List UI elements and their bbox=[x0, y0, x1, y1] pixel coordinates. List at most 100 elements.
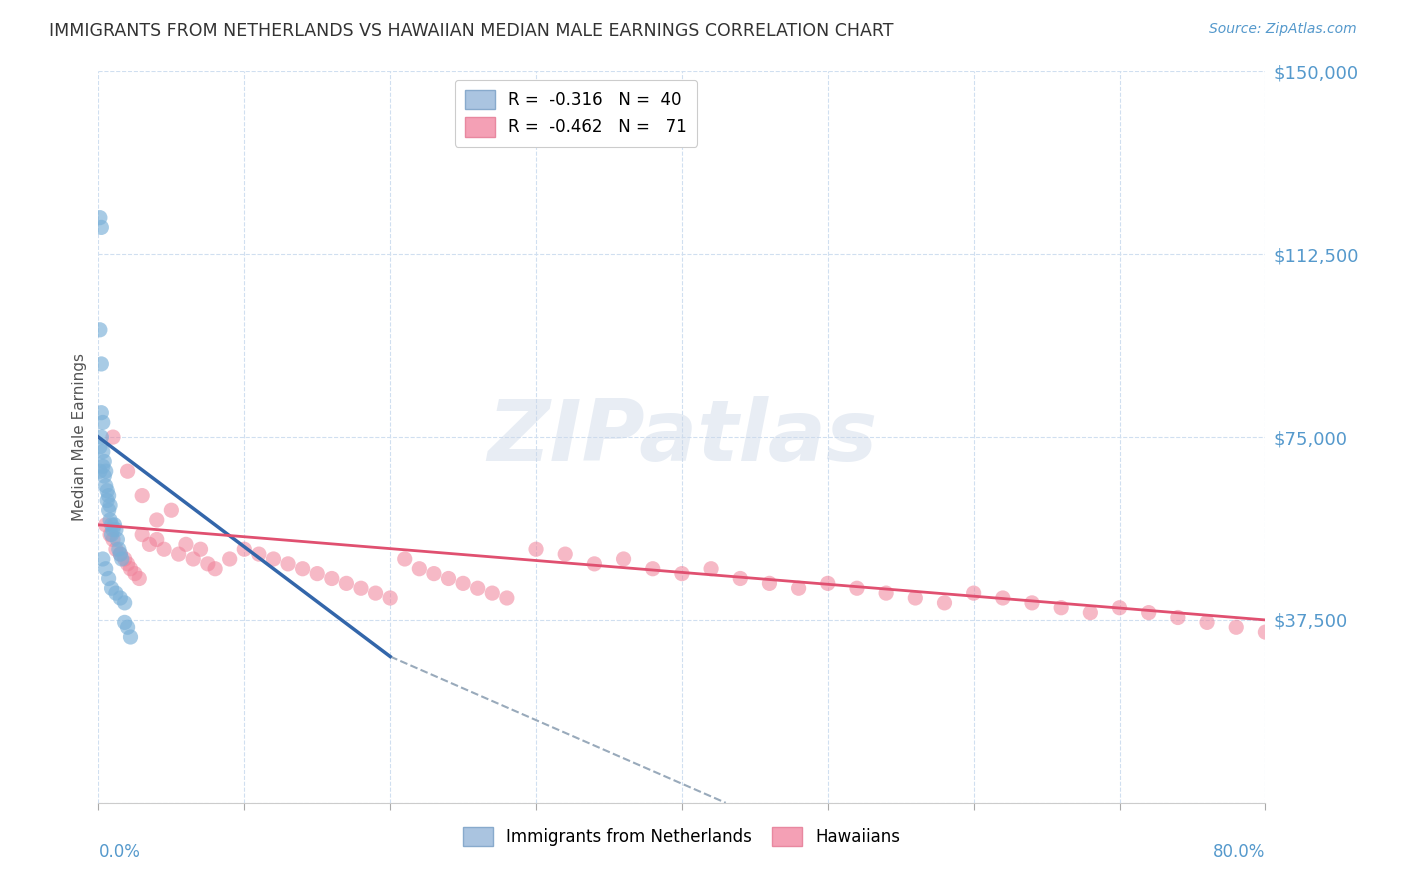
Point bbox=[1050, 600, 1073, 615]
Point bbox=[117, 620, 139, 634]
Point bbox=[190, 542, 212, 557]
Point bbox=[204, 562, 226, 576]
Point bbox=[105, 533, 128, 547]
Point bbox=[104, 542, 127, 557]
Point bbox=[262, 552, 284, 566]
Point bbox=[98, 513, 121, 527]
Point bbox=[1108, 600, 1130, 615]
Point bbox=[380, 591, 402, 605]
Point bbox=[321, 572, 343, 586]
Point bbox=[408, 562, 430, 576]
Point bbox=[875, 586, 897, 600]
Y-axis label: Median Male Earnings: Median Male Earnings bbox=[72, 353, 87, 521]
Point bbox=[101, 430, 124, 444]
Point bbox=[90, 357, 112, 371]
Point bbox=[730, 572, 752, 586]
Point bbox=[114, 615, 136, 630]
Point bbox=[108, 542, 131, 557]
Point bbox=[120, 562, 142, 576]
Point bbox=[97, 503, 120, 517]
Point bbox=[846, 581, 869, 595]
Text: 0.0%: 0.0% bbox=[98, 843, 141, 861]
Point bbox=[110, 547, 132, 561]
Legend: Immigrants from Netherlands, Hawaiians: Immigrants from Netherlands, Hawaiians bbox=[457, 821, 907, 853]
Point bbox=[104, 523, 127, 537]
Point bbox=[89, 323, 111, 337]
Point bbox=[90, 430, 112, 444]
Point bbox=[524, 542, 547, 557]
Point bbox=[991, 591, 1014, 605]
Point bbox=[233, 542, 256, 557]
Point bbox=[962, 586, 984, 600]
Point bbox=[787, 581, 810, 595]
Point bbox=[98, 527, 121, 541]
Point bbox=[496, 591, 519, 605]
Point bbox=[1021, 596, 1043, 610]
Point bbox=[451, 576, 474, 591]
Point bbox=[94, 464, 117, 478]
Point bbox=[1137, 606, 1160, 620]
Point bbox=[138, 537, 160, 551]
Point bbox=[114, 552, 136, 566]
Point bbox=[174, 537, 197, 551]
Point bbox=[291, 562, 314, 576]
Point bbox=[554, 547, 576, 561]
Point bbox=[100, 527, 122, 541]
Point bbox=[97, 489, 120, 503]
Text: 80.0%: 80.0% bbox=[1213, 843, 1265, 861]
Point bbox=[104, 586, 127, 600]
Point bbox=[117, 557, 139, 571]
Point bbox=[111, 552, 134, 566]
Point bbox=[307, 566, 329, 581]
Point bbox=[1254, 625, 1277, 640]
Point bbox=[934, 596, 956, 610]
Point bbox=[93, 454, 115, 468]
Point bbox=[100, 517, 122, 532]
Point bbox=[437, 572, 460, 586]
Point bbox=[89, 211, 111, 225]
Point bbox=[110, 591, 132, 605]
Point bbox=[101, 523, 124, 537]
Point bbox=[394, 552, 416, 566]
Point bbox=[612, 552, 634, 566]
Point bbox=[1195, 615, 1218, 630]
Point bbox=[114, 596, 136, 610]
Point bbox=[481, 586, 503, 600]
Point bbox=[124, 566, 146, 581]
Point bbox=[91, 459, 114, 474]
Point bbox=[671, 566, 693, 581]
Point bbox=[96, 493, 118, 508]
Point bbox=[1225, 620, 1247, 634]
Point bbox=[904, 591, 927, 605]
Point bbox=[218, 552, 240, 566]
Point bbox=[247, 547, 270, 561]
Point bbox=[89, 440, 111, 454]
Text: ZIPatlas: ZIPatlas bbox=[486, 395, 877, 479]
Point bbox=[167, 547, 190, 561]
Point bbox=[91, 416, 114, 430]
Point bbox=[98, 499, 121, 513]
Point bbox=[197, 557, 219, 571]
Point bbox=[93, 469, 115, 483]
Point bbox=[641, 562, 664, 576]
Point bbox=[97, 572, 120, 586]
Point bbox=[758, 576, 780, 591]
Point bbox=[96, 483, 118, 498]
Point bbox=[91, 444, 114, 458]
Point bbox=[364, 586, 387, 600]
Point bbox=[101, 533, 124, 547]
Point bbox=[94, 562, 117, 576]
Point bbox=[128, 572, 150, 586]
Point bbox=[1167, 610, 1189, 624]
Point bbox=[700, 562, 723, 576]
Text: Source: ZipAtlas.com: Source: ZipAtlas.com bbox=[1209, 22, 1357, 37]
Point bbox=[120, 630, 142, 644]
Point bbox=[100, 581, 122, 595]
Point bbox=[817, 576, 839, 591]
Point bbox=[117, 464, 139, 478]
Point bbox=[131, 527, 153, 541]
Point bbox=[146, 513, 169, 527]
Point bbox=[1080, 606, 1102, 620]
Point bbox=[103, 517, 125, 532]
Point bbox=[131, 489, 153, 503]
